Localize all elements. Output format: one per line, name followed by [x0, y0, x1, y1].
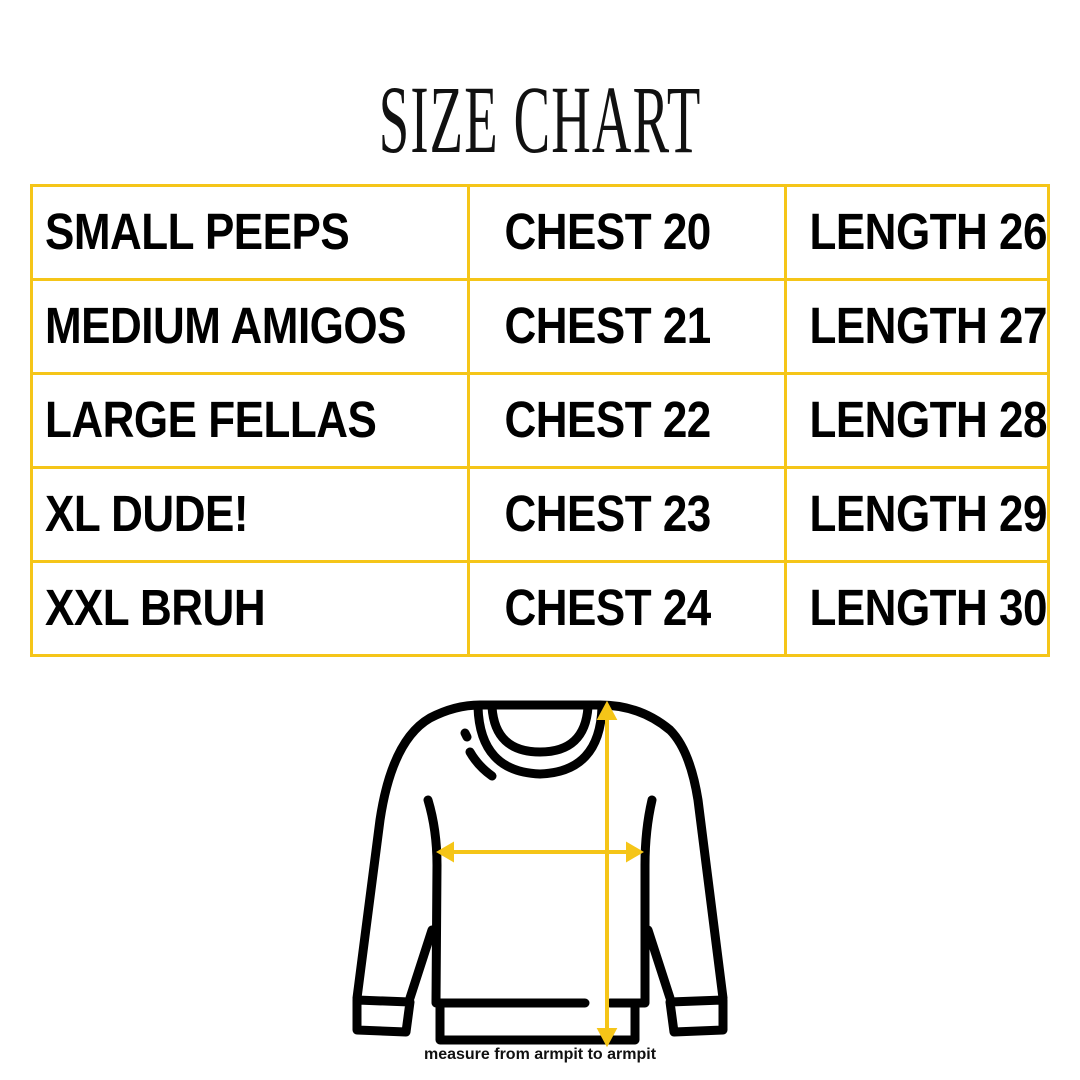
size-label-cell: LARGE FELLAS [29, 372, 471, 469]
size-label-cell: XL DUDE! [29, 466, 471, 563]
chest-value-cell: CHEST 21 [467, 278, 788, 375]
waistband [435, 1001, 640, 1045]
page-title: SIZE CHART [0, 70, 1080, 170]
length-value: LENGTH 30 [809, 579, 1047, 637]
chest-value-cell: CHEST 23 [467, 466, 788, 563]
measurement-caption: measure from armpit to armpit [423, 1046, 657, 1063]
chest-value: CHEST 22 [504, 391, 711, 449]
size-label: XXL BRUH [45, 579, 266, 637]
left-sleeve-seam [423, 795, 442, 1007]
chest-value: CHEST 23 [504, 485, 711, 543]
right-sleeve-seam [640, 795, 657, 1007]
chest-value-cell: CHEST 22 [467, 372, 788, 469]
chest-value-cell: CHEST 20 [467, 184, 788, 281]
size-label: LARGE FELLAS [45, 391, 377, 449]
size-row: MEDIUM AMIGOS CHEST 21 LENGTH 27 [29, 278, 1050, 375]
left-cuff [352, 995, 415, 1037]
length-value-cell: LENGTH 29 [784, 466, 1050, 563]
length-value: LENGTH 26 [809, 203, 1047, 261]
size-label: XL DUDE! [45, 485, 248, 543]
size-label-cell: MEDIUM AMIGOS [29, 278, 471, 375]
collar-outer [473, 702, 607, 779]
size-label: SMALL PEEPS [45, 203, 350, 261]
size-row: LARGE FELLAS CHEST 22 LENGTH 28 [29, 372, 1050, 469]
chest-value: CHEST 24 [504, 579, 711, 637]
size-label-cell: XXL BRUH [29, 560, 471, 657]
title-text: SIZE CHART [378, 66, 702, 173]
length-value: LENGTH 29 [809, 485, 1047, 543]
chest-value-cell: CHEST 24 [467, 560, 788, 657]
length-value-cell: LENGTH 30 [784, 560, 1050, 657]
size-label: MEDIUM AMIGOS [45, 297, 406, 355]
size-table: SMALL PEEPS CHEST 20 LENGTH 26 MEDIUM AMIGO… [29, 184, 1050, 657]
length-value-cell: LENGTH 26 [784, 184, 1050, 281]
right-cuff [665, 995, 728, 1037]
collar-inner [487, 702, 593, 757]
length-value: LENGTH 28 [809, 391, 1047, 449]
length-value: LENGTH 27 [809, 297, 1047, 355]
size-row: SMALL PEEPS CHEST 20 LENGTH 26 [29, 184, 1050, 281]
chest-value: CHEST 20 [504, 203, 711, 261]
chest-value: CHEST 21 [504, 297, 711, 355]
length-value-cell: LENGTH 27 [784, 278, 1050, 375]
size-row: XL DUDE! CHEST 23 LENGTH 29 [29, 466, 1050, 563]
length-value-cell: LENGTH 28 [784, 372, 1050, 469]
size-row: XXL BRUH CHEST 24 LENGTH 30 [29, 560, 1050, 657]
size-label-cell: SMALL PEEPS [29, 184, 471, 281]
